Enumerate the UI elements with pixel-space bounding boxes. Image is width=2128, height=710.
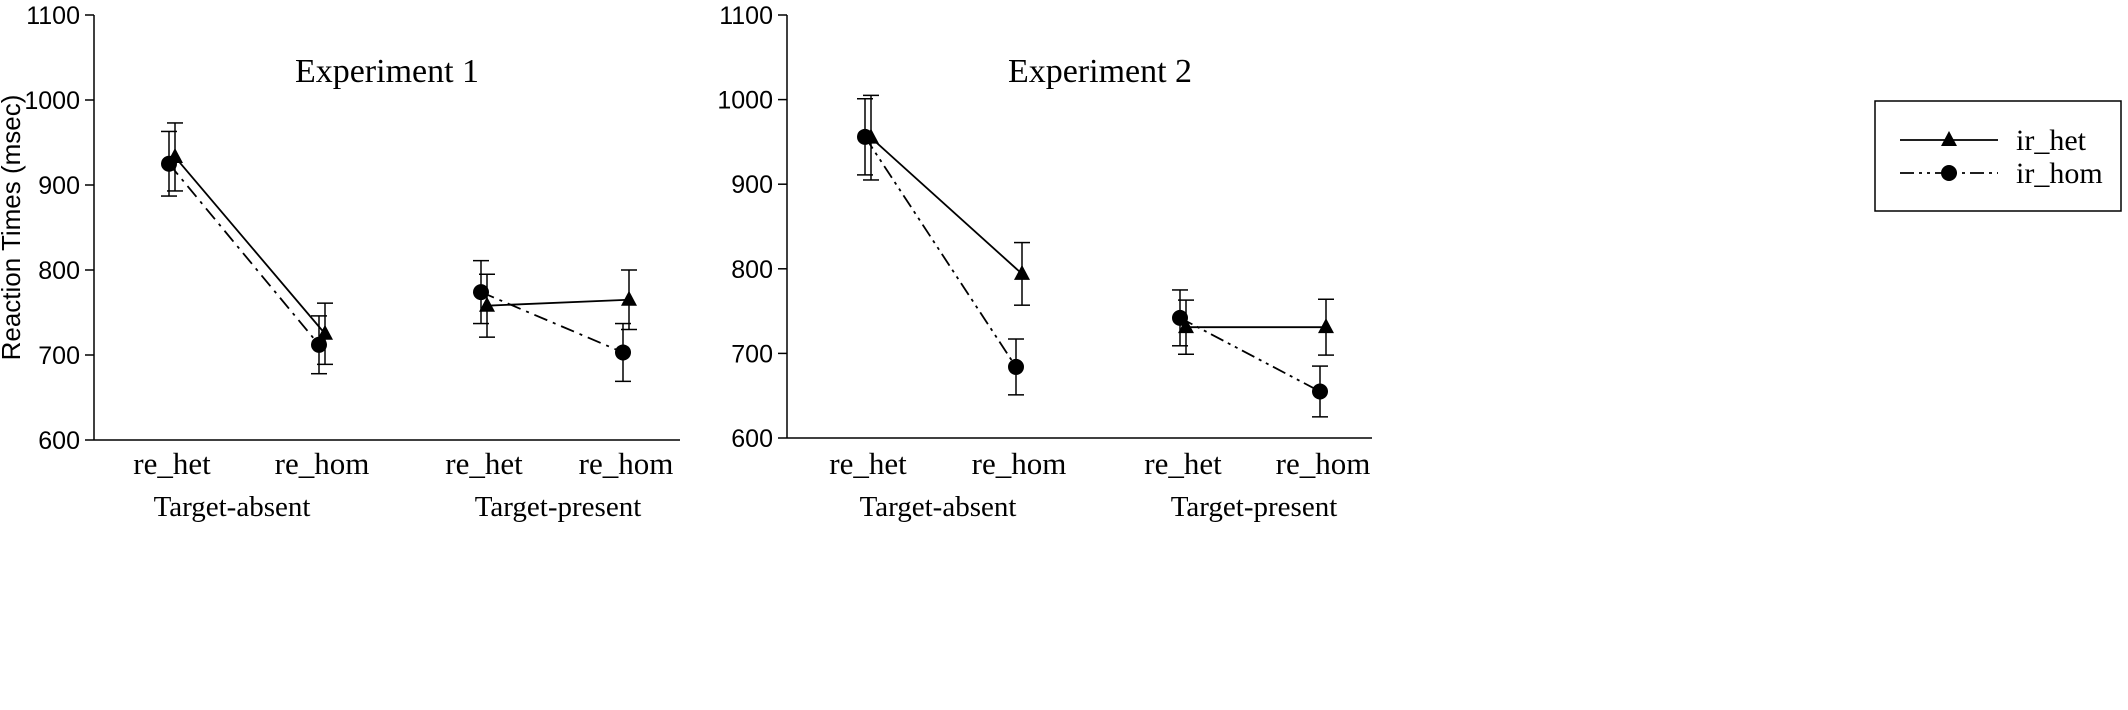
y-tick-label: 1100	[719, 2, 773, 30]
series-line-ir_hom	[168, 163, 320, 346]
data-point-ir_hom	[1008, 358, 1024, 375]
legend-label: ir_het	[2016, 124, 2087, 157]
data-point-ir_het	[1318, 318, 1334, 334]
x-group-label: Target-present	[475, 491, 642, 523]
x-category-label: re_het	[829, 446, 907, 481]
x-category-label: re_hom	[579, 446, 674, 481]
y-tick-label: 1100	[26, 2, 80, 30]
data-point-ir_hom	[615, 344, 631, 361]
y-tick-label: 700	[731, 340, 773, 368]
x-category-label: re_hom	[972, 446, 1067, 481]
y-tick-label: 800	[38, 257, 80, 285]
y-tick-label: 1000	[24, 87, 80, 115]
data-point-ir_het	[1178, 318, 1194, 334]
legend-label: ir_hom	[2016, 157, 2103, 190]
y-tick-label: 800	[731, 256, 773, 284]
data-point-ir_hom	[857, 128, 873, 145]
x-category-label: re_hom	[275, 446, 370, 481]
data-point-ir_het	[621, 290, 637, 306]
x-group-label: Target-present	[1171, 491, 1338, 523]
data-point-ir_het	[1014, 264, 1030, 280]
y-tick-label: 900	[38, 172, 80, 200]
series-line-ir_hom	[864, 136, 1017, 368]
series-line-ir_het	[174, 156, 326, 335]
x-group-label: Target-absent	[154, 491, 311, 523]
legend-marker-ir_het	[1941, 131, 1957, 146]
x-category-label: re_het	[445, 446, 523, 481]
data-point-ir_hom	[1172, 309, 1188, 326]
x-category-label: re_hom	[1276, 446, 1371, 481]
chart-title: Experiment 2	[1008, 53, 1192, 90]
data-point-ir_hom	[161, 155, 177, 172]
data-point-ir_het	[317, 324, 333, 340]
y-tick-label: 700	[38, 342, 80, 370]
data-point-ir_hom	[1312, 383, 1328, 400]
y-tick-label: 1000	[717, 87, 773, 115]
y-axis-label: Reaction Times (msec)	[0, 95, 26, 361]
data-point-ir_hom	[311, 336, 327, 353]
series-line-ir_hom	[1179, 317, 1321, 393]
y-tick-label: 600	[38, 427, 80, 455]
series-line-ir_het	[870, 137, 1023, 275]
series-line-ir_hom	[480, 291, 624, 354]
data-point-ir_het	[479, 296, 495, 312]
x-category-label: re_het	[1144, 446, 1222, 481]
legend-marker-ir_hom	[1941, 165, 1957, 181]
chart-title: Experiment 1	[295, 53, 479, 90]
data-point-ir_hom	[473, 284, 489, 301]
y-tick-label: 600	[731, 425, 773, 453]
x-category-label: re_het	[133, 446, 211, 481]
y-tick-label: 900	[731, 171, 773, 199]
x-group-label: Target-absent	[860, 491, 1017, 523]
legend-box	[1874, 100, 2122, 212]
